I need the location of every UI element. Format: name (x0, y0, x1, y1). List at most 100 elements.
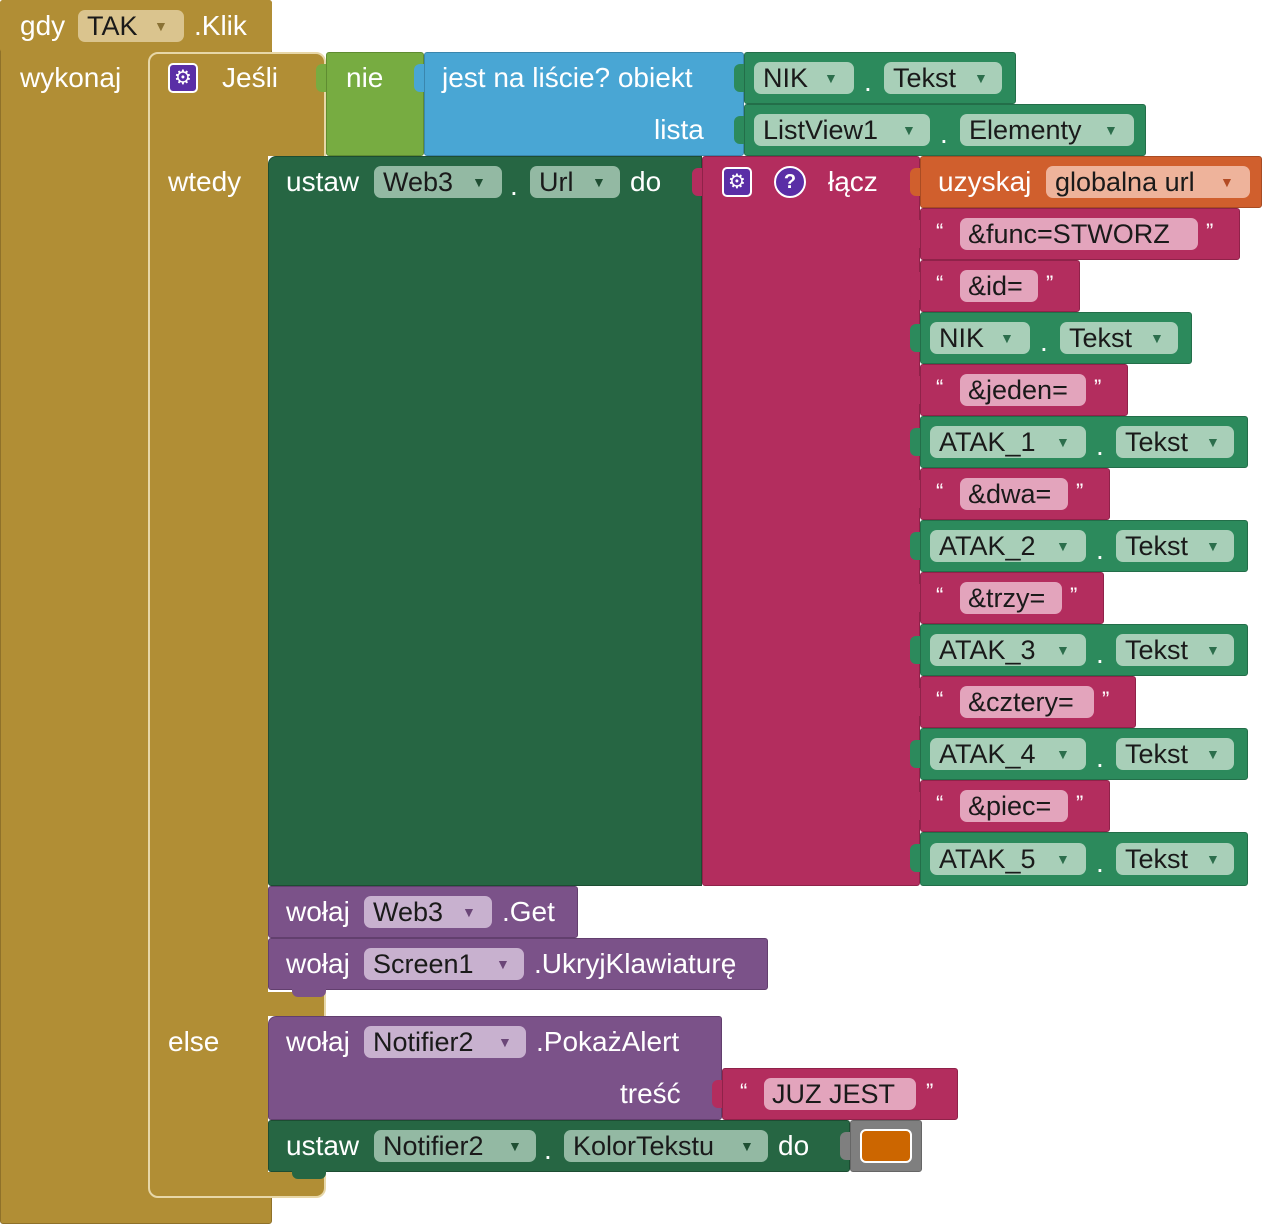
component-dropdown[interactable]: Notifier2 ▼ (364, 1026, 526, 1058)
property-dropdown[interactable]: Elementy ▼ (960, 114, 1134, 146)
is-in-list-tab (414, 64, 424, 92)
property-dropdown[interactable]: KolorTekstu ▼ (564, 1130, 768, 1162)
text-field[interactable]: &id= (960, 270, 1038, 302)
text-tab (910, 792, 920, 820)
chevron-down-icon: ▼ (1056, 642, 1070, 658)
chevron-down-icon: ▼ (1056, 434, 1070, 450)
set-label: ustaw (286, 166, 360, 197)
color-tab (840, 1132, 850, 1160)
getter-tab (910, 428, 920, 456)
property-dropdown[interactable]: Tekst ▼ (1116, 738, 1234, 770)
chevron-down-icon: ▼ (472, 174, 486, 190)
not-input-tab (316, 64, 326, 92)
method-label: .PokażAlert (536, 1026, 680, 1057)
block-notch (292, 1170, 326, 1179)
close-quote: ” (1046, 271, 1054, 296)
not-label: nie (346, 62, 384, 93)
property-dropdown[interactable]: Tekst ▼ (1116, 426, 1234, 458)
to-label: do (778, 1130, 810, 1161)
list-arg-label: lista (654, 114, 704, 145)
component-dropdown[interactable]: NIK ▼ (754, 62, 854, 94)
getter-tab (910, 740, 920, 768)
not-block[interactable] (326, 52, 424, 156)
component-dropdown[interactable]: ListView1 ▼ (754, 114, 930, 146)
component-dropdown[interactable]: Web3 ▼ (374, 166, 502, 198)
open-quote: “ (936, 791, 944, 816)
dot-separator: . (1096, 638, 1104, 669)
text-field[interactable]: &jeden= (960, 374, 1086, 406)
method-label: .UkryjKlawiaturę (534, 948, 737, 979)
property-dropdown[interactable]: Tekst ▼ (1060, 322, 1178, 354)
close-quote: ” (1070, 583, 1078, 608)
chevron-down-icon: ▼ (824, 70, 838, 86)
getter-tab (910, 324, 920, 352)
component-dropdown[interactable]: Notifier2 ▼ (374, 1130, 536, 1162)
component-dropdown[interactable]: ATAK_3 ▼ (930, 634, 1086, 666)
property-dropdown[interactable]: Tekst ▼ (1116, 634, 1234, 666)
else-label: else (168, 1026, 220, 1057)
gear-icon[interactable]: ⚙ (168, 63, 198, 93)
chevron-down-icon: ▼ (1104, 122, 1118, 138)
open-quote: “ (936, 479, 944, 504)
text-field[interactable]: &piec= (960, 790, 1068, 822)
dot-separator: . (864, 66, 872, 97)
join-tab (692, 168, 702, 196)
set-label: ustaw (286, 1130, 360, 1161)
get-label: uzyskaj (938, 166, 1032, 197)
variable-dropdown[interactable]: globalna url ▼ (1046, 166, 1250, 198)
component-dropdown[interactable]: ATAK_2 ▼ (930, 530, 1086, 562)
close-quote: ” (1094, 375, 1102, 400)
dot-separator: . (940, 118, 948, 149)
dot-separator: . (510, 170, 518, 201)
component-dropdown[interactable]: ATAK_5 ▼ (930, 843, 1086, 875)
chevron-down-icon: ▼ (902, 122, 916, 138)
text-tab (910, 688, 920, 716)
help-icon[interactable]: ? (774, 166, 806, 198)
chevron-down-icon: ▼ (1150, 330, 1164, 346)
text-field[interactable]: &cztery= (960, 686, 1094, 718)
property-dropdown[interactable]: Tekst ▼ (1116, 530, 1234, 562)
chevron-down-icon: ▼ (1206, 851, 1220, 867)
component-dropdown[interactable]: NIK ▼ (930, 322, 1030, 354)
property-dropdown[interactable]: Tekst ▼ (884, 62, 1002, 94)
chevron-down-icon: ▼ (1000, 330, 1014, 346)
chevron-down-icon: ▼ (1056, 746, 1070, 762)
text-field[interactable]: &dwa= (960, 478, 1068, 510)
message-arg-label: treść (620, 1078, 681, 1109)
text-tab (910, 480, 920, 508)
event-when-label: gdy (20, 10, 66, 41)
chevron-down-icon: ▼ (462, 904, 476, 920)
getter-tab (910, 636, 920, 664)
chevron-down-icon: ▼ (592, 174, 606, 190)
getter-tab (910, 532, 920, 560)
event-name-label: .Klik (194, 10, 247, 41)
component-dropdown[interactable]: ATAK_4 ▼ (930, 738, 1086, 770)
property-dropdown[interactable]: Url ▼ (530, 166, 620, 198)
join-block[interactable] (702, 156, 920, 886)
is-in-list-block[interactable] (424, 52, 744, 156)
message-text-field[interactable]: JUZ JEST (764, 1078, 916, 1110)
component-dropdown[interactable]: ATAK_1 ▼ (930, 426, 1086, 458)
set-web3-url-block[interactable] (268, 156, 702, 886)
text-tab (910, 220, 920, 248)
is-in-list-label: jest na liście? obiekt (442, 62, 693, 93)
chevron-down-icon: ▼ (496, 956, 510, 972)
chevron-down-icon: ▼ (154, 18, 168, 34)
join-label: łącz (828, 166, 878, 197)
color-swatch[interactable] (860, 1129, 912, 1163)
getter-tab (910, 844, 920, 872)
component-dropdown[interactable]: Web3 ▼ (364, 896, 492, 928)
close-quote: ” (926, 1079, 934, 1104)
close-quote: ” (1076, 479, 1084, 504)
text-field[interactable]: &trzy= (960, 582, 1062, 614)
event-component-dropdown[interactable]: TAK ▼ (78, 10, 184, 42)
getter-tab (734, 64, 744, 92)
text-tab (712, 1080, 722, 1108)
text-block[interactable] (920, 468, 1110, 520)
text-field[interactable]: &func=STWORZ (960, 218, 1198, 250)
property-dropdown[interactable]: Tekst ▼ (1116, 843, 1234, 875)
open-quote: “ (936, 375, 944, 400)
gear-icon[interactable]: ⚙ (722, 167, 752, 197)
chevron-down-icon: ▼ (498, 1034, 512, 1050)
component-dropdown[interactable]: Screen1 ▼ (364, 948, 524, 980)
